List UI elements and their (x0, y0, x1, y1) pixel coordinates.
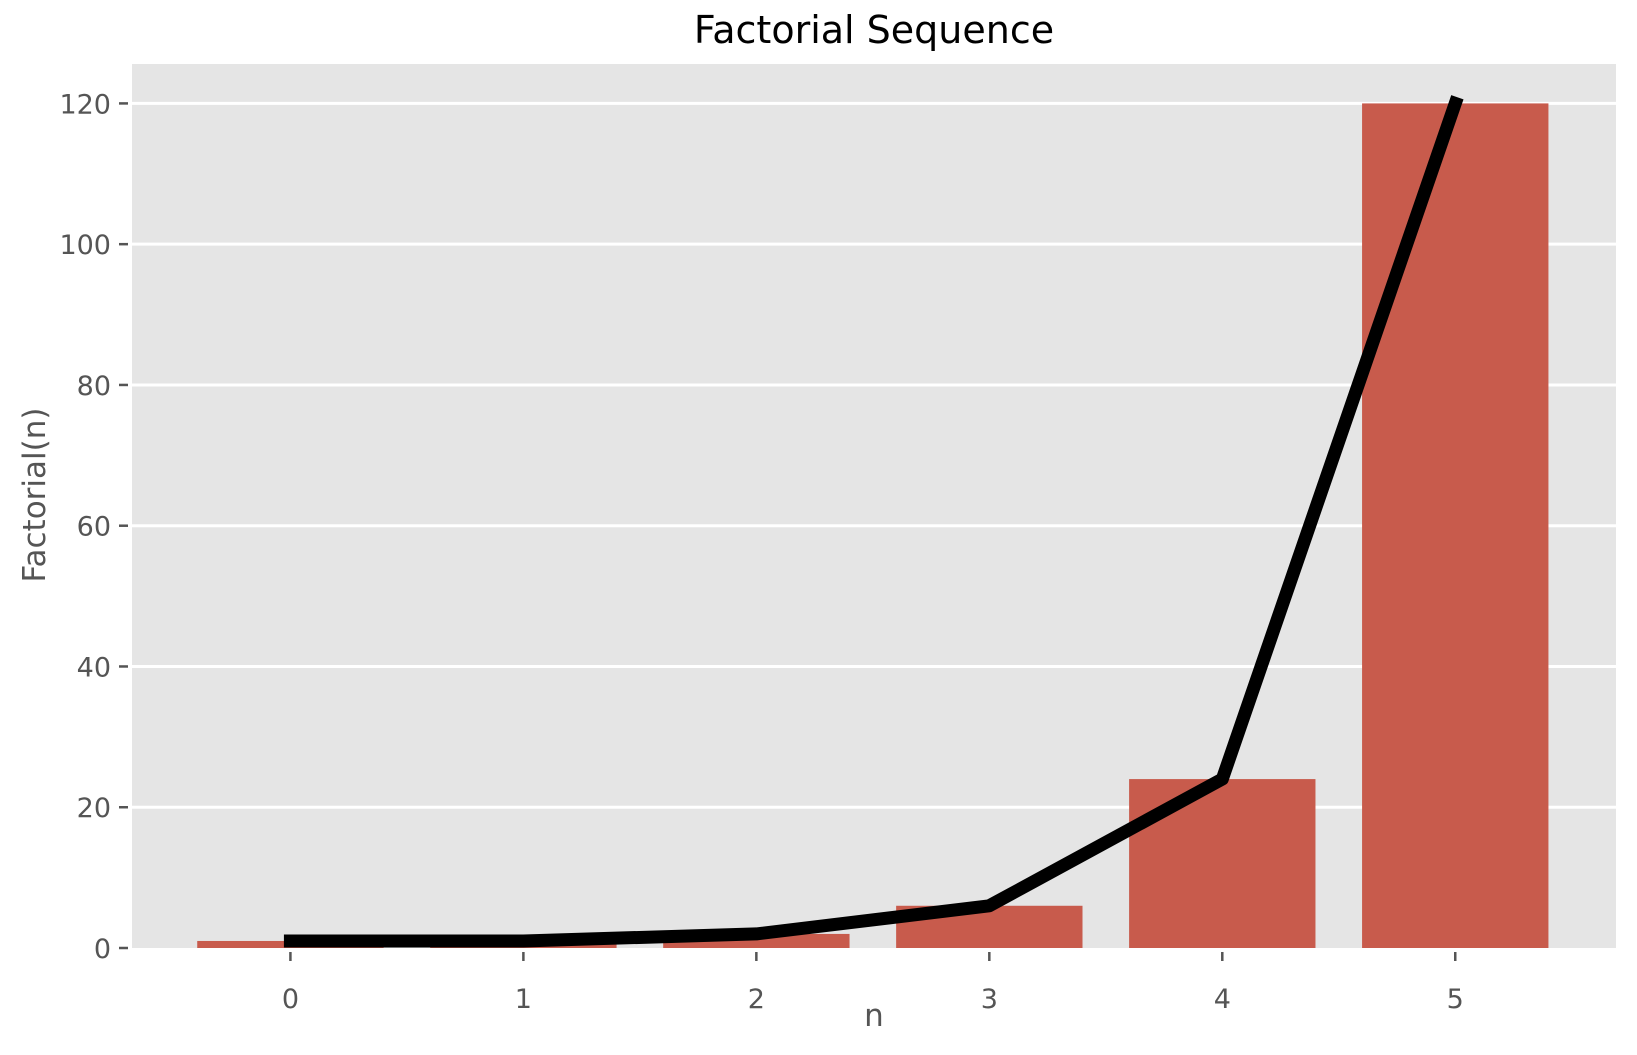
y-tick-label-20: 20 (77, 793, 111, 824)
chart-title: Factorial Sequence (693, 8, 1055, 52)
y-tick-label-80: 80 (77, 371, 111, 402)
y-tick-label-100: 100 (59, 230, 111, 261)
x-tick-label-1: 1 (515, 984, 532, 1015)
x-tick-label-4: 4 (1214, 984, 1231, 1015)
line-series (283, 95, 1464, 948)
y-tick-label-40: 40 (77, 652, 111, 683)
y-axis-label: Factorial(n) (17, 407, 53, 583)
x-tick-label-0: 0 (282, 984, 299, 1015)
y-tick-label-0: 0 (94, 934, 111, 965)
y-tick-label-120: 120 (59, 89, 111, 120)
bar-n5 (1362, 103, 1549, 949)
x-tick-label-2: 2 (748, 984, 765, 1015)
bar-n4 (1129, 779, 1316, 948)
y-tick-label-60: 60 (77, 512, 111, 543)
x-axis-label: n (864, 998, 884, 1034)
x-tick-label-5: 5 (1447, 984, 1464, 1015)
x-tick-label-3: 3 (981, 984, 998, 1015)
